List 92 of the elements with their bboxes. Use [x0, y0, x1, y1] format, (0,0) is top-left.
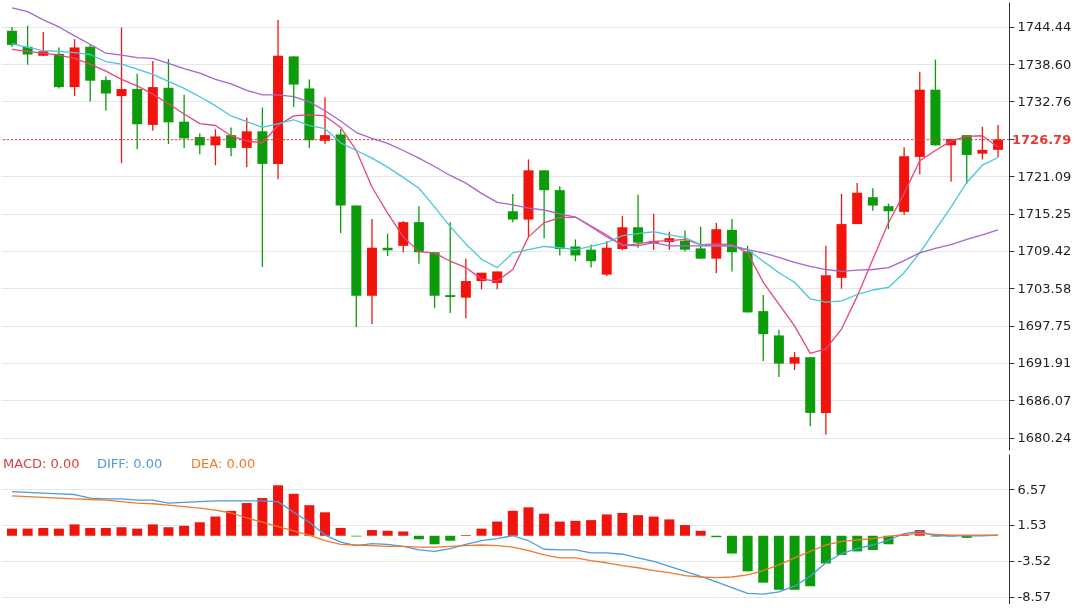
y-tick-label: -8.57 — [1017, 589, 1052, 605]
bar — [789, 535, 800, 590]
bar — [758, 535, 769, 583]
ref-line-label: 1726.79 — [1012, 131, 1072, 147]
bar — [633, 515, 644, 536]
bar — [523, 507, 534, 536]
bar — [241, 503, 252, 536]
line-series — [11, 495, 999, 579]
candlestick — [695, 225, 706, 260]
bar — [179, 525, 190, 536]
candlestick — [758, 294, 769, 362]
bar — [539, 513, 550, 536]
candlestick — [445, 221, 456, 314]
bar — [116, 527, 127, 536]
candlestick — [460, 257, 471, 319]
bar — [69, 524, 80, 536]
candlestick — [241, 117, 252, 168]
bar — [617, 513, 628, 536]
bar — [445, 535, 456, 541]
candlestick — [633, 193, 644, 249]
y-tick-label: 1686.07 — [1017, 392, 1072, 408]
y-tick-label: 1715.25 — [1017, 206, 1072, 222]
bar — [382, 530, 393, 536]
bar — [53, 528, 64, 536]
candlestick — [100, 75, 111, 112]
annotation: MACD: 0.00 — [3, 456, 80, 471]
bar — [601, 514, 612, 536]
bar — [194, 522, 205, 536]
bar — [680, 525, 690, 536]
candlestick — [179, 94, 190, 149]
bar — [22, 528, 33, 536]
candlestick — [6, 26, 17, 48]
y-tick-label: 1732.76 — [1017, 93, 1072, 109]
candlestick — [226, 126, 237, 157]
annotation: DIFF: 0.00 — [97, 456, 163, 471]
candlestick — [116, 26, 127, 164]
bar — [726, 535, 737, 554]
candlestick — [586, 243, 597, 269]
candlestick — [539, 169, 550, 239]
bar — [38, 527, 49, 536]
bar — [366, 530, 377, 536]
y-tick-label: 6.57 — [1017, 481, 1047, 497]
bar — [586, 520, 597, 536]
bar — [805, 535, 816, 587]
bar — [554, 521, 565, 536]
bar — [507, 510, 518, 536]
line-series — [11, 7, 999, 273]
bar — [429, 535, 440, 545]
bar — [335, 527, 346, 536]
bar — [398, 531, 409, 536]
candlestick — [210, 128, 221, 166]
bar — [320, 512, 330, 536]
bar — [476, 528, 487, 536]
candlestick — [398, 220, 409, 253]
y-tick-label: -3.52 — [1017, 553, 1052, 569]
candlestick — [883, 202, 894, 230]
bar — [695, 530, 706, 536]
y-tick-label: 1738.60 — [1017, 56, 1072, 72]
bar — [773, 535, 784, 590]
bar — [273, 485, 284, 536]
bar — [257, 498, 268, 536]
y-tick-label: 1691.91 — [1017, 355, 1072, 371]
bar — [664, 519, 675, 536]
bar — [6, 528, 17, 536]
bar — [961, 535, 972, 538]
bar — [163, 527, 174, 536]
y-tick-label: 1709.42 — [1017, 243, 1072, 259]
bar — [648, 516, 659, 536]
annotation: DEA: 0.00 — [191, 456, 256, 471]
y-tick-label: 1721.09 — [1017, 168, 1072, 184]
bar — [570, 520, 581, 536]
bar — [85, 527, 96, 536]
bar — [132, 528, 143, 536]
candlestick — [867, 187, 878, 212]
bar — [304, 505, 315, 536]
bar — [226, 510, 237, 536]
bar — [288, 493, 299, 536]
candlestick — [961, 134, 972, 185]
bar — [210, 516, 221, 536]
y-tick-label: 1697.75 — [1017, 318, 1072, 334]
y-tick-label: 1680.24 — [1017, 430, 1072, 446]
y-tick-label: 1703.58 — [1017, 280, 1072, 296]
bar — [147, 524, 158, 536]
bar — [492, 521, 503, 536]
y-tick-label: 1.53 — [1017, 517, 1047, 533]
y-tick-label: 1744.44 — [1017, 19, 1072, 35]
candlestick — [993, 124, 1004, 158]
bar — [100, 527, 111, 536]
candlestick — [507, 193, 518, 223]
candlestick — [977, 126, 988, 161]
candlestick — [320, 96, 330, 145]
bar — [742, 535, 753, 572]
